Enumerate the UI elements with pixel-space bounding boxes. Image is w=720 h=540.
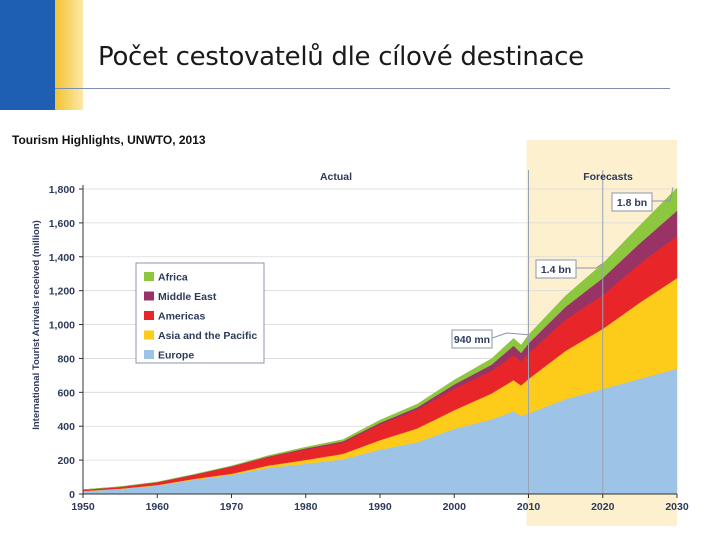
annotation-leader (652, 187, 674, 202)
y-tick-label: 1,000 (49, 320, 75, 332)
annotation-label: 1.4 bn (541, 264, 571, 276)
legend-label: Americas (158, 311, 205, 323)
legend-swatch (144, 330, 154, 340)
legend-swatch (144, 311, 154, 320)
title-divider (55, 88, 670, 89)
legend-label: Africa (158, 272, 188, 284)
annotation-label: 940 mn (454, 334, 490, 346)
annotation-label: 1.8 bn (617, 197, 647, 209)
legend-label: Europe (158, 350, 194, 362)
y-tick-label: 1,600 (49, 218, 75, 230)
annotation-box (611, 192, 653, 212)
legend-swatch (144, 350, 154, 359)
y-tick-label: 1,800 (49, 184, 75, 196)
x-tick-label: 2020 (591, 501, 615, 513)
y-axis-title: International Tourist Arrivals received … (31, 220, 42, 430)
region-label-forecasts: Forecasts (583, 171, 633, 183)
region-label-actual: Actual (320, 171, 352, 183)
annotations: 940 mn 1.4 bn 1.8 bn (451, 187, 674, 349)
legend-swatch (144, 291, 154, 301)
region-dividers (528, 170, 604, 494)
legend: Africa Middle East Americas Asia and the Pa… (135, 262, 265, 364)
x-tick-label: 1970 (220, 501, 244, 513)
y-tick-label: 600 (57, 387, 75, 399)
legend-box (135, 262, 265, 364)
slide-title: Počet cestovatelů dle cílové destinace (98, 42, 584, 72)
y-tick-label: 800 (57, 353, 75, 365)
x-axis-ticks: 1950 1960 1970 1980 1990 2000 2010 2020 2030 (71, 494, 689, 513)
x-tick-label: 1950 (71, 501, 95, 513)
region-labels: Actual Forecasts (320, 171, 633, 183)
area-africa (82, 187, 678, 490)
legend-swatch (144, 272, 154, 281)
header-accent-yellow (55, 0, 83, 110)
y-tick-label: 0 (69, 489, 75, 501)
y-tick-label: 1,200 (49, 286, 75, 298)
x-tick-label: 2030 (665, 501, 689, 513)
x-tick-label: 1980 (294, 501, 318, 513)
annotation-leader (576, 263, 604, 269)
annotation-box (451, 329, 493, 349)
annotation-box (535, 259, 577, 279)
y-tick-label: 400 (57, 421, 75, 433)
source-note: Tourism Highlights, UNWTO, 2013 (12, 133, 206, 147)
header-accent-blue (0, 0, 55, 110)
x-tick-label: 2000 (443, 501, 467, 513)
x-tick-label: 2010 (517, 501, 541, 513)
annotation-leader (491, 332, 529, 339)
x-tick-label: 1990 (368, 501, 392, 513)
y-tick-label: 200 (57, 455, 75, 467)
legend-label: Middle East (158, 291, 217, 303)
legend-label: Asia and the Pacific (158, 330, 257, 342)
y-tick-label: 1,400 (49, 252, 75, 264)
slide-header: Počet cestovatelů dle cílové destinace (0, 0, 720, 110)
y-axis-ticks: 0 200 400 600 800 1,000 1,200 1,400 1,600 1,800 (49, 184, 83, 501)
x-tick-label: 1960 (146, 501, 170, 513)
